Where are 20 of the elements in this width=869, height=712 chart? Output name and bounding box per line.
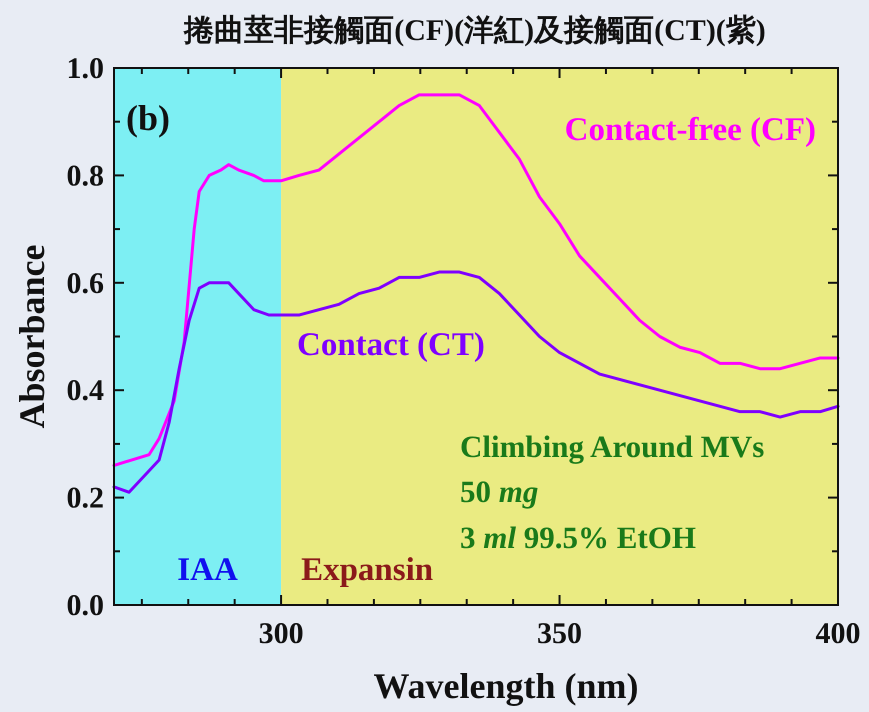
band-label: Expansin — [301, 552, 434, 588]
y-tick-label: 0.2 — [66, 482, 104, 515]
band-label: IAA — [177, 552, 238, 588]
y-axis-title: Absorbance — [12, 244, 52, 429]
x-tick-label: 400 — [816, 617, 860, 650]
annotation: Climbing Around MVs — [460, 429, 764, 464]
annotation: 50 mg — [460, 474, 538, 509]
x-tick-label: 350 — [537, 617, 582, 650]
y-tick-label: 1.0 — [66, 52, 104, 85]
x-tick-label: 300 — [258, 617, 304, 650]
annotation: 3 ml 99.5% EtOH — [460, 520, 696, 555]
series-label: Contact-free (CF) — [564, 112, 816, 148]
chart-title: 捲曲莖非接觸面(CF)(洋紅)及接觸面(CT)(紫) — [183, 14, 766, 47]
y-tick-label: 0.0 — [66, 589, 104, 622]
y-tick-label: 0.4 — [66, 374, 104, 408]
annotation: (b) — [126, 98, 170, 138]
y-tick-label: 0.6 — [66, 266, 104, 300]
series-label: Contact (CT) — [297, 327, 485, 363]
y-tick-label: 0.8 — [66, 159, 104, 192]
x-axis-title: Wavelength (nm) — [374, 666, 638, 706]
